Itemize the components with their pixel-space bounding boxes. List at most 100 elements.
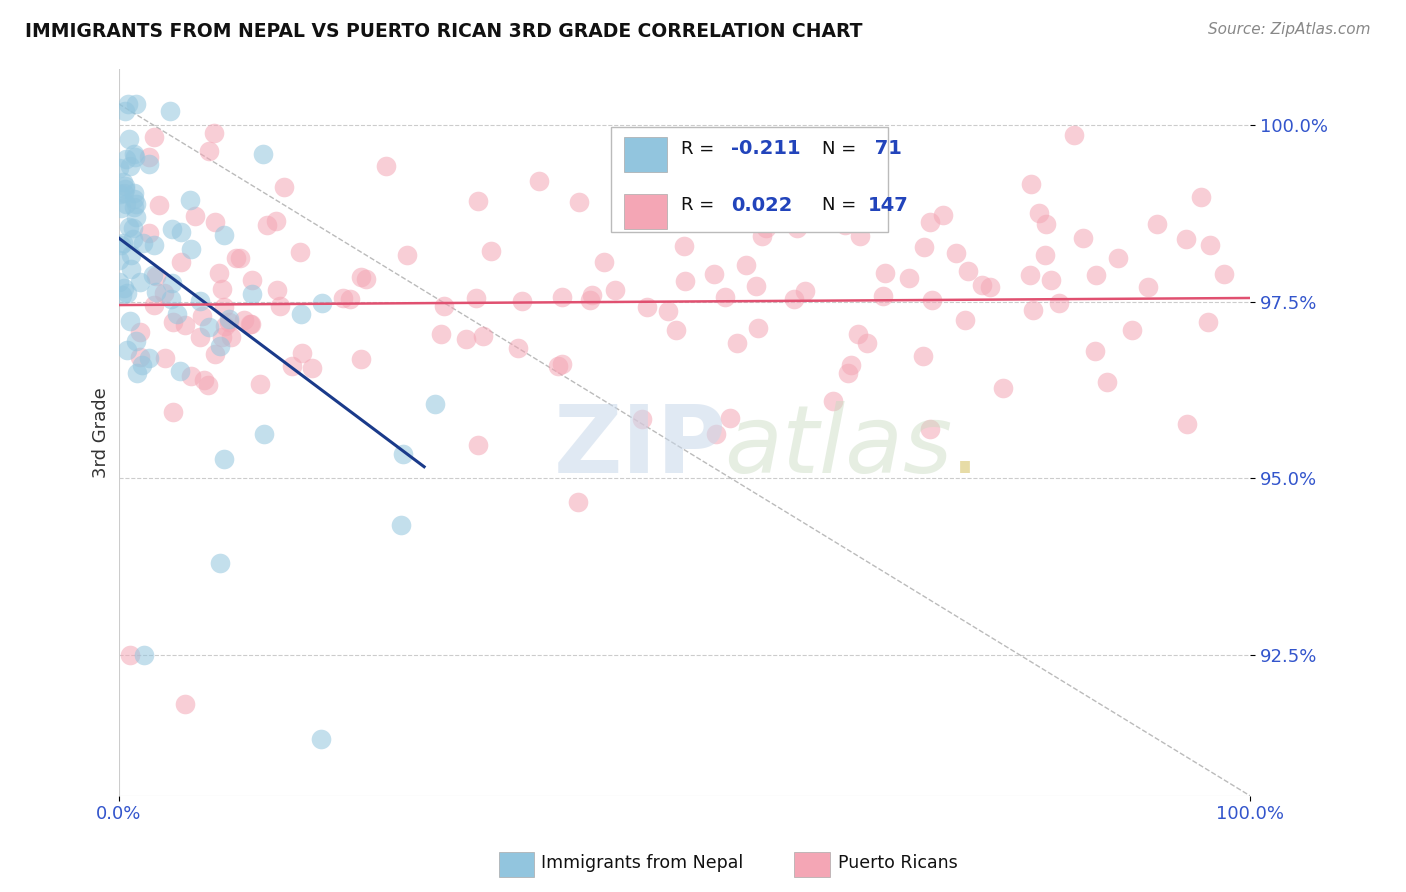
Point (754, 220, 776, 235)
Point (912, 349, 935, 363)
Point (112, 281, 135, 295)
Point (718, 411, 741, 425)
Point (108, 161, 131, 176)
Point (122, 146, 145, 161)
Point (665, 322, 688, 336)
Point (673, 239, 696, 253)
Point (118, 219, 141, 234)
Point (208, 339, 231, 353)
Point (114, 178, 136, 193)
Point (550, 289, 572, 303)
Point (1175, 417, 1198, 431)
Point (862, 161, 884, 175)
Point (636, 300, 658, 314)
Point (311, 296, 333, 310)
Text: Immigrants from Nepal: Immigrants from Nepal (541, 855, 744, 872)
Point (291, 346, 314, 360)
Point (142, 268, 165, 283)
Point (120, 159, 142, 173)
Point (932, 208, 955, 222)
Text: 71: 71 (868, 139, 901, 158)
Point (551, 357, 574, 371)
Point (112, 186, 135, 200)
Point (955, 312, 977, 326)
Point (1199, 238, 1222, 252)
Point (920, 215, 942, 229)
Point (979, 279, 1001, 293)
Point (467, 438, 489, 452)
Point (122, 192, 145, 206)
Point (747, 320, 769, 334)
Point (170, 254, 193, 268)
Point (188, 329, 211, 343)
Point (1018, 268, 1040, 283)
Point (128, 275, 150, 289)
Point (1197, 315, 1219, 329)
Point (568, 195, 591, 210)
Point (1191, 190, 1213, 204)
Point (142, 129, 165, 144)
Point (180, 242, 202, 256)
Point (202, 126, 225, 140)
Point (252, 147, 274, 161)
Point (433, 299, 456, 313)
Point (225, 251, 247, 265)
Point (152, 285, 174, 300)
Point (197, 378, 219, 392)
Point (970, 277, 993, 292)
Point (131, 358, 153, 372)
Point (579, 293, 602, 307)
Point (193, 374, 215, 388)
Point (114, 182, 136, 196)
Point (115, 343, 138, 357)
Point (211, 330, 233, 344)
Point (145, 285, 167, 299)
Point (120, 648, 142, 662)
Point (197, 145, 219, 159)
Point (855, 206, 877, 220)
Point (142, 237, 165, 252)
FancyBboxPatch shape (624, 136, 668, 172)
Point (264, 214, 287, 228)
Text: Source: ZipAtlas.com: Source: ZipAtlas.com (1208, 22, 1371, 37)
Point (1146, 218, 1168, 232)
Point (783, 292, 806, 306)
Point (273, 180, 295, 194)
Point (1063, 128, 1085, 142)
Point (714, 290, 737, 304)
FancyBboxPatch shape (610, 127, 889, 232)
Point (1107, 252, 1129, 266)
Point (374, 159, 396, 173)
Point (912, 239, 935, 253)
Point (945, 245, 967, 260)
Point (138, 151, 160, 165)
Point (138, 157, 160, 171)
Point (115, 285, 138, 300)
Point (153, 351, 176, 365)
Point (124, 150, 146, 164)
Point (229, 251, 252, 265)
Point (125, 197, 148, 211)
Y-axis label: 3rd Grade: 3rd Grade (93, 387, 110, 477)
Point (128, 350, 150, 364)
Point (479, 244, 502, 258)
Text: Puerto Ricans: Puerto Ricans (838, 855, 957, 872)
Point (849, 229, 872, 244)
Point (110, 238, 132, 252)
Point (124, 210, 146, 224)
Point (142, 298, 165, 312)
Point (240, 286, 263, 301)
Point (354, 272, 377, 286)
Point (122, 232, 145, 246)
Point (472, 329, 495, 343)
Point (211, 282, 233, 296)
Text: .: . (950, 401, 980, 492)
Point (630, 412, 652, 426)
FancyBboxPatch shape (624, 194, 668, 228)
Point (581, 288, 603, 302)
Point (160, 277, 183, 291)
Point (269, 299, 291, 313)
Point (465, 291, 488, 305)
Point (134, 648, 156, 662)
Point (1174, 232, 1197, 246)
